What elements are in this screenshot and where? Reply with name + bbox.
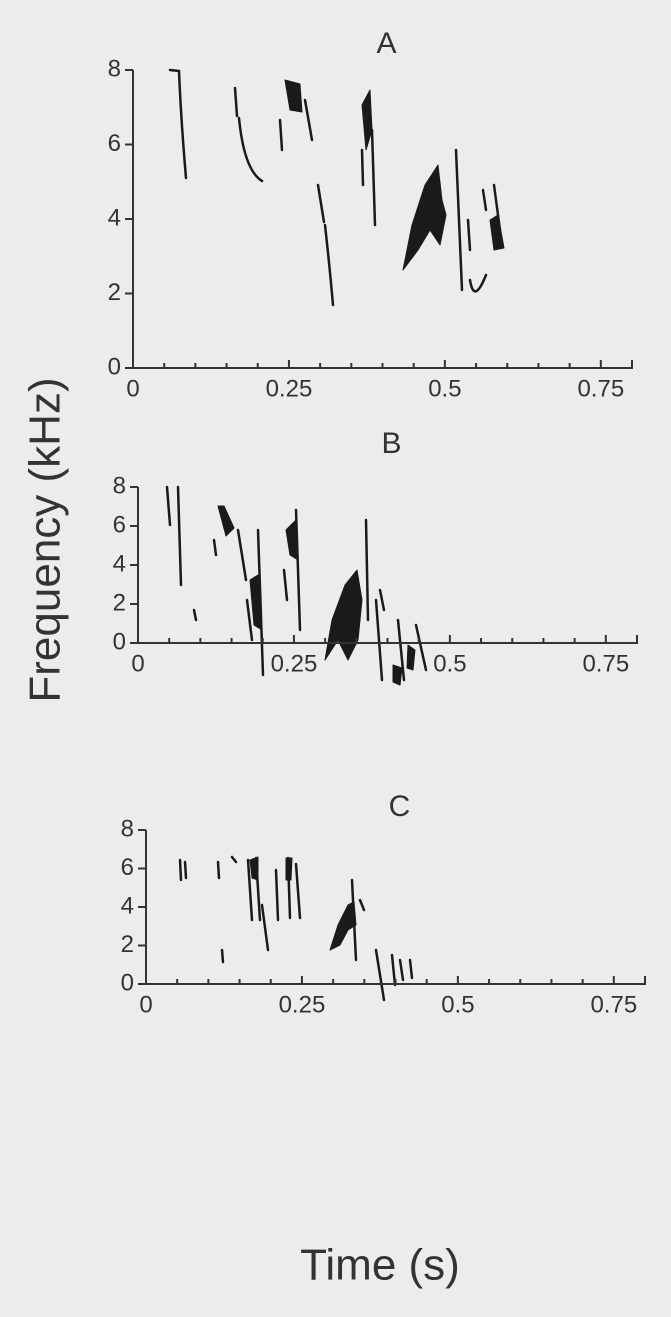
x-tick-label: 0.5 (433, 650, 466, 677)
syllable (392, 644, 416, 686)
syllable (233, 86, 264, 183)
syllable (230, 855, 270, 952)
x-tick-label: 0.75 (577, 375, 624, 402)
axis-line (145, 830, 646, 985)
y-tick-label: 8 (121, 815, 134, 842)
syllable (364, 518, 406, 682)
x-axis-title: Time (s) (300, 1241, 460, 1290)
x-tick-label: 0.75 (582, 650, 629, 677)
syllable (402, 164, 447, 271)
y-tick-label: 6 (113, 511, 126, 538)
x-tick-label: 0 (126, 375, 139, 402)
x-tick-label: 0 (131, 650, 144, 677)
syllable (454, 148, 502, 293)
spectrogram-b (165, 485, 428, 686)
spectrogram-a (168, 68, 505, 307)
y-tick-label: 8 (113, 472, 126, 499)
syllable (414, 623, 428, 672)
y-tick-label: 2 (113, 589, 126, 616)
y-tick-label: 0 (113, 628, 126, 655)
syllable (278, 98, 335, 307)
syllable (361, 89, 373, 151)
y-tick-label: 0 (108, 353, 121, 380)
syllable (282, 508, 302, 632)
y-axis-title: Frequency (kHz) (21, 377, 70, 702)
syllable (329, 901, 357, 951)
y-tick-label: 4 (121, 892, 134, 919)
syllable (350, 878, 414, 1002)
axis-line (137, 487, 638, 644)
x-tick-label: 0.5 (441, 991, 474, 1018)
syllable (178, 858, 225, 964)
spectrogram-c (178, 855, 414, 1002)
y-tick-label: 6 (121, 854, 134, 881)
y-tick-label: 8 (108, 55, 121, 82)
axis-line (132, 70, 633, 369)
syllable (489, 214, 505, 251)
syllable (274, 856, 302, 922)
x-tick-label: 0.25 (279, 991, 326, 1018)
y-tick-label: 6 (108, 130, 121, 157)
syllable (324, 569, 363, 661)
syllable (168, 68, 188, 180)
x-tick-label: 0.5 (428, 375, 461, 402)
y-tick-label: 2 (108, 279, 121, 306)
syllable (284, 79, 303, 113)
syllable (165, 485, 218, 622)
x-tick-label: 0.25 (271, 650, 318, 677)
x-tick-label: 0.25 (266, 375, 313, 402)
syllable (249, 856, 293, 881)
panel-title: B (381, 427, 401, 460)
y-tick-label: 2 (121, 931, 134, 958)
panel-title: C (389, 790, 411, 823)
panel-title: A (376, 27, 396, 60)
x-tick-label: 0.75 (590, 991, 637, 1018)
y-tick-label: 0 (121, 969, 134, 996)
syllable (249, 574, 263, 631)
syllable (217, 505, 235, 537)
y-tick-label: 4 (108, 204, 121, 231)
y-tick-label: 4 (113, 550, 126, 577)
x-tick-label: 0 (139, 991, 152, 1018)
syllable (360, 128, 377, 227)
